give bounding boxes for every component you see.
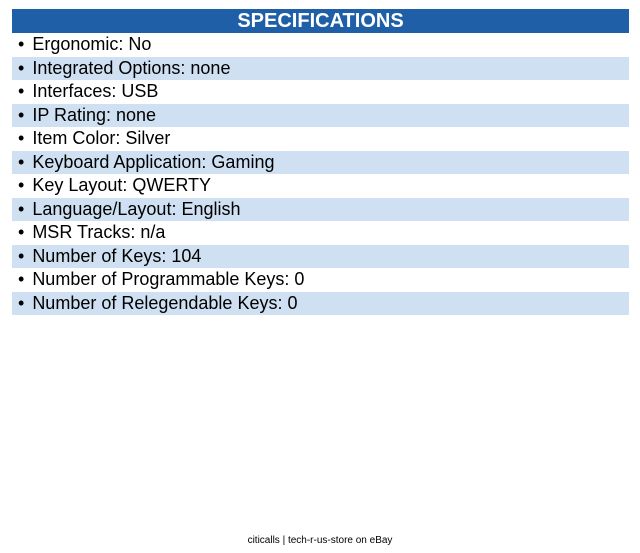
spec-list: Ergonomic: NoIntegrated Options: noneInt… xyxy=(12,33,629,315)
spec-item: Interfaces: USB xyxy=(12,80,629,104)
spec-item: Language/Layout: English xyxy=(12,197,629,221)
spec-item: Item Color: Silver xyxy=(12,127,629,151)
spec-item: Number of Programmable Keys: 0 xyxy=(12,268,629,292)
spec-item: IP Rating: none xyxy=(12,103,629,127)
spec-item: Key Layout: QWERTY xyxy=(12,174,629,198)
footer: citicalls | tech-r-us-store on eBay xyxy=(247,535,393,546)
spec-item: Number of Keys: 104 xyxy=(12,244,629,268)
spec-item: Keyboard Application: Gaming xyxy=(12,150,629,174)
spec-item: Number of Relegendable Keys: 0 xyxy=(12,291,629,315)
spec-item: Ergonomic: No xyxy=(12,33,629,57)
section-title: SPECIFICATIONS xyxy=(12,9,629,33)
spec-item: MSR Tracks: n/a xyxy=(12,221,629,245)
spec-item: Integrated Options: none xyxy=(12,56,629,80)
